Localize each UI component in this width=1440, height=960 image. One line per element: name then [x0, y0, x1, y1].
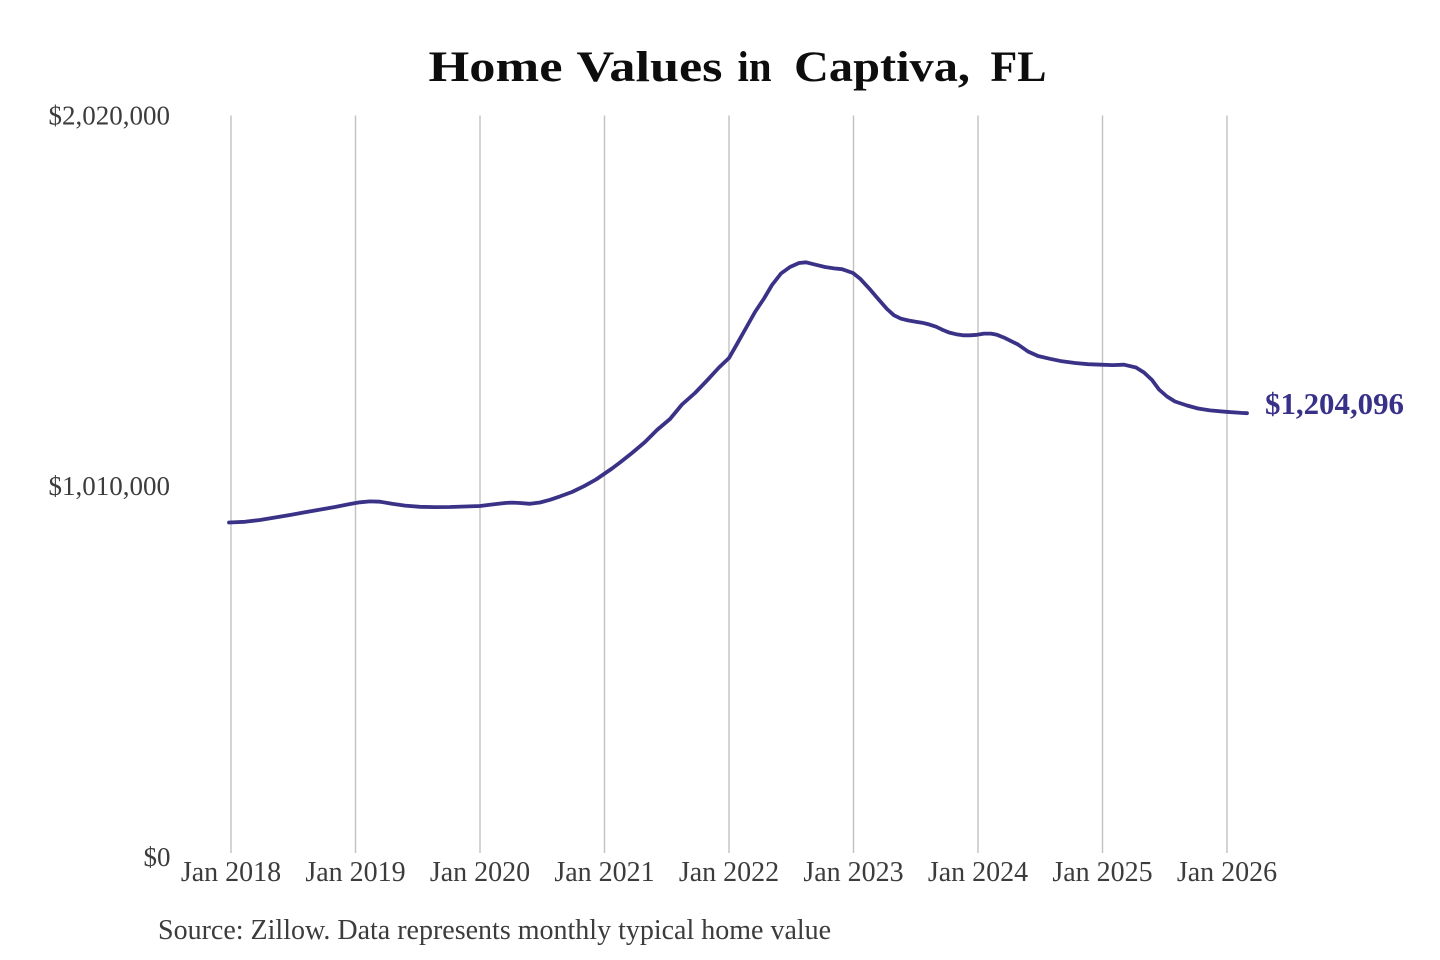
svg-text:Jan 2020: Jan 2020: [430, 857, 530, 888]
svg-text:Captiva,: Captiva,: [794, 44, 970, 91]
svg-text:Values: Values: [577, 44, 723, 91]
svg-text:Jan 2023: Jan 2023: [803, 857, 903, 888]
svg-text:Jan 2019: Jan 2019: [305, 857, 405, 888]
svg-text:$1,204,096: $1,204,096: [1265, 387, 1404, 421]
svg-text:Jan 2018: Jan 2018: [181, 857, 281, 888]
svg-text:Home: Home: [429, 44, 563, 91]
svg-text:Jan 2024: Jan 2024: [928, 857, 1028, 888]
svg-text:$2,020,000: $2,020,000: [49, 101, 171, 131]
svg-text:Jan 2021: Jan 2021: [554, 857, 654, 888]
svg-text:Source: Zillow. Data represent: Source: Zillow. Data represents monthly …: [158, 915, 831, 946]
svg-text:FL: FL: [991, 44, 1047, 91]
svg-text:Jan 2026: Jan 2026: [1177, 857, 1277, 888]
svg-text:$1,010,000: $1,010,000: [49, 471, 171, 501]
svg-text:Jan 2025: Jan 2025: [1052, 857, 1152, 888]
svg-text:in: in: [738, 44, 772, 91]
svg-text:Jan 2022: Jan 2022: [679, 857, 779, 888]
svg-text:$0: $0: [144, 842, 171, 872]
